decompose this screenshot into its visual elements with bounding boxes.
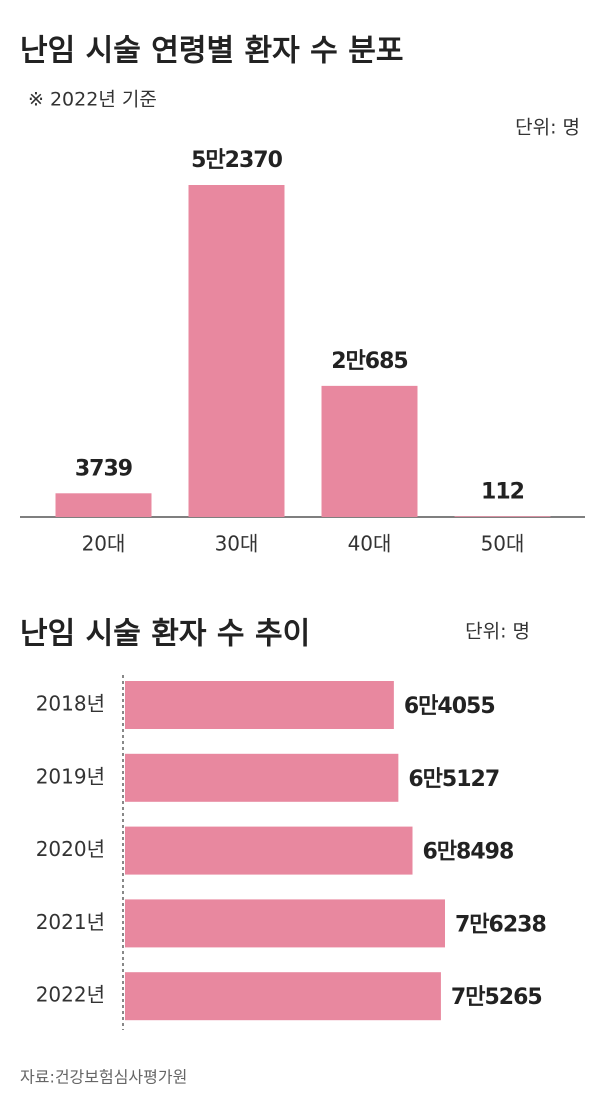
bar [125,826,413,875]
y-tick-label: 2020년 [36,837,105,861]
value-label: 6만4055 [404,694,495,719]
chart-title: 난임 시술 연령별 환자 수 분포 [20,34,403,69]
value-label: 3739 [75,456,132,481]
y-tick-label: 2021년 [36,910,105,934]
unit-label: 단위: 명 [465,621,530,643]
value-label: 6만5127 [408,767,499,792]
bar [125,753,399,802]
bar [125,899,445,948]
bar [321,385,418,517]
value-label: 2만685 [331,349,407,374]
x-tick-label: 50대 [481,532,525,556]
chart-subtitle: ※ 2022년 기준 [28,89,157,111]
x-tick-label: 30대 [215,532,259,556]
bar [55,493,152,517]
y-tick-label: 2022년 [36,983,105,1007]
bar [188,185,285,517]
value-label: 5만2370 [191,148,282,173]
x-tick-label: 20대 [82,532,126,556]
x-tick-label: 40대 [348,532,392,556]
y-tick-label: 2018년 [36,692,105,716]
bar [125,681,394,729]
value-label: 112 [481,479,524,504]
chart-title: 난임 시술 환자 수 추이 [20,617,310,652]
value-label: 7만5265 [451,985,542,1010]
value-label: 6만8498 [423,840,514,865]
bar [125,972,441,1021]
source: 자료:건강보험심사평가원 [20,1068,187,1087]
bar [454,516,551,517]
unit-label: 단위: 명 [515,117,580,139]
value-label: 7만6238 [455,912,546,937]
y-tick-label: 2019년 [36,764,105,788]
